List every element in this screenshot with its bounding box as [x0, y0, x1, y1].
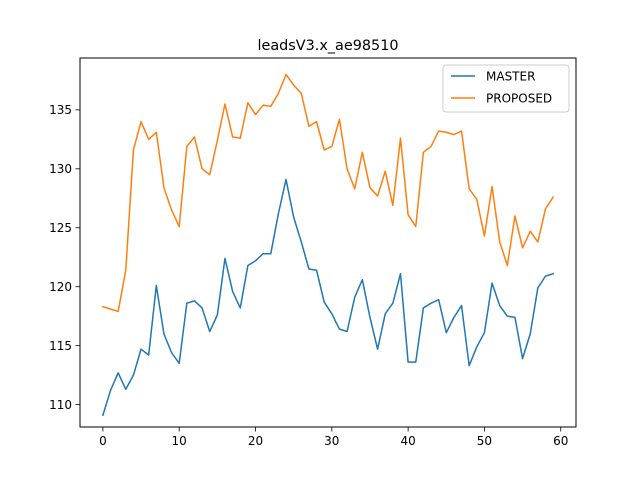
y-tick-label: 120 [49, 280, 72, 294]
x-tick-label: 40 [400, 434, 415, 448]
series-layer [101, 73, 555, 417]
y-tick-label: 135 [49, 103, 72, 117]
y-tick-label: 130 [49, 162, 72, 176]
x-tick-label: 10 [172, 434, 187, 448]
plot-area-frame [79, 57, 577, 428]
y-tick-label: 125 [49, 221, 72, 235]
x-tick-label: 30 [324, 434, 339, 448]
x-tick-label: 60 [553, 434, 568, 448]
series-line-proposed [101, 73, 555, 313]
y-tick-label: 115 [49, 339, 72, 353]
legend-label-proposed: PROPOSED [486, 91, 552, 105]
x-tick-label: 50 [477, 434, 492, 448]
x-tick-label: 0 [99, 434, 107, 448]
legend: MASTER PROPOSED [442, 64, 570, 113]
x-tick-label: 20 [248, 434, 263, 448]
series-line-master [101, 178, 555, 417]
legend-label-master: MASTER [486, 69, 535, 83]
chart-title: leadsV3.x_ae98510 [257, 38, 398, 54]
x-axis: 0 10 20 30 40 50 60 [99, 427, 568, 448]
y-tick-label: 110 [49, 398, 72, 412]
y-axis: 110 115 120 125 130 135 [49, 103, 80, 412]
